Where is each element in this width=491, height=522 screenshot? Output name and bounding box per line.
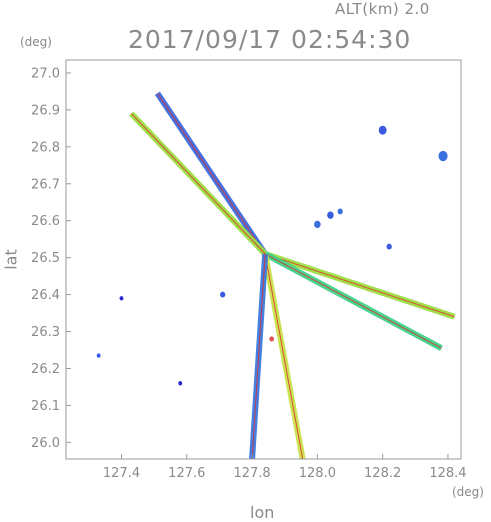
x-tick-label-2: 127.8: [233, 466, 270, 481]
x-tick-label-3: 128.0: [299, 466, 336, 481]
echo-8: [96, 353, 101, 358]
beam-edge-5: [251, 253, 266, 460]
y-tick-label-6: 26.6: [31, 214, 60, 229]
echo-3: [337, 208, 343, 215]
echo-2: [327, 211, 334, 219]
echo-1: [438, 150, 448, 162]
echo-9: [178, 381, 183, 386]
x-unit-label: (deg): [452, 485, 484, 499]
plot-frame: [65, 59, 462, 460]
altitude-label: ALT(km) 2.0: [335, 0, 430, 18]
y-tick-label-2: 26.2: [31, 362, 60, 377]
timestamp-label: 2017/09/17 02:54:30: [128, 25, 412, 54]
x-tick-label-4: 128.2: [364, 466, 401, 481]
y-tick-label-0: 26.0: [31, 436, 60, 451]
y-tick-label-7: 26.7: [31, 177, 60, 192]
x-axis-title: lon: [250, 503, 275, 522]
beam-edge-0: [156, 92, 266, 255]
x-tick-label-1: 127.6: [168, 466, 205, 481]
y-tick-label-8: 26.8: [31, 140, 60, 155]
y-tick-label-10: 27.0: [31, 66, 60, 81]
axis-layer: 127.4 127.6 127.8 128.0 128.2 128.4 26.0 26.1 26…: [31, 66, 467, 481]
y-unit-label: (deg): [20, 35, 52, 49]
echo-4: [314, 220, 321, 229]
y-tick-label-3: 26.3: [31, 325, 60, 340]
y-tick-label-4: 26.4: [31, 288, 60, 303]
beam-edge-3: [264, 253, 442, 349]
echo-5: [386, 243, 392, 250]
y-tick-label-5: 26.5: [31, 251, 60, 266]
y-tick-label-9: 26.9: [31, 103, 60, 118]
echo-6: [220, 291, 226, 298]
beam-edge-2: [264, 253, 455, 318]
echo-7: [119, 296, 124, 301]
x-tick-label-5: 128.4: [429, 466, 466, 481]
echo-0: [378, 125, 387, 135]
x-tick-label-0: 127.4: [103, 466, 140, 481]
echo-10: [269, 336, 274, 342]
data-layer: [96, 91, 456, 460]
y-tick-label-1: 26.1: [31, 399, 60, 414]
beam-edge-4: [264, 253, 304, 460]
beam-edge-1: [130, 113, 266, 255]
